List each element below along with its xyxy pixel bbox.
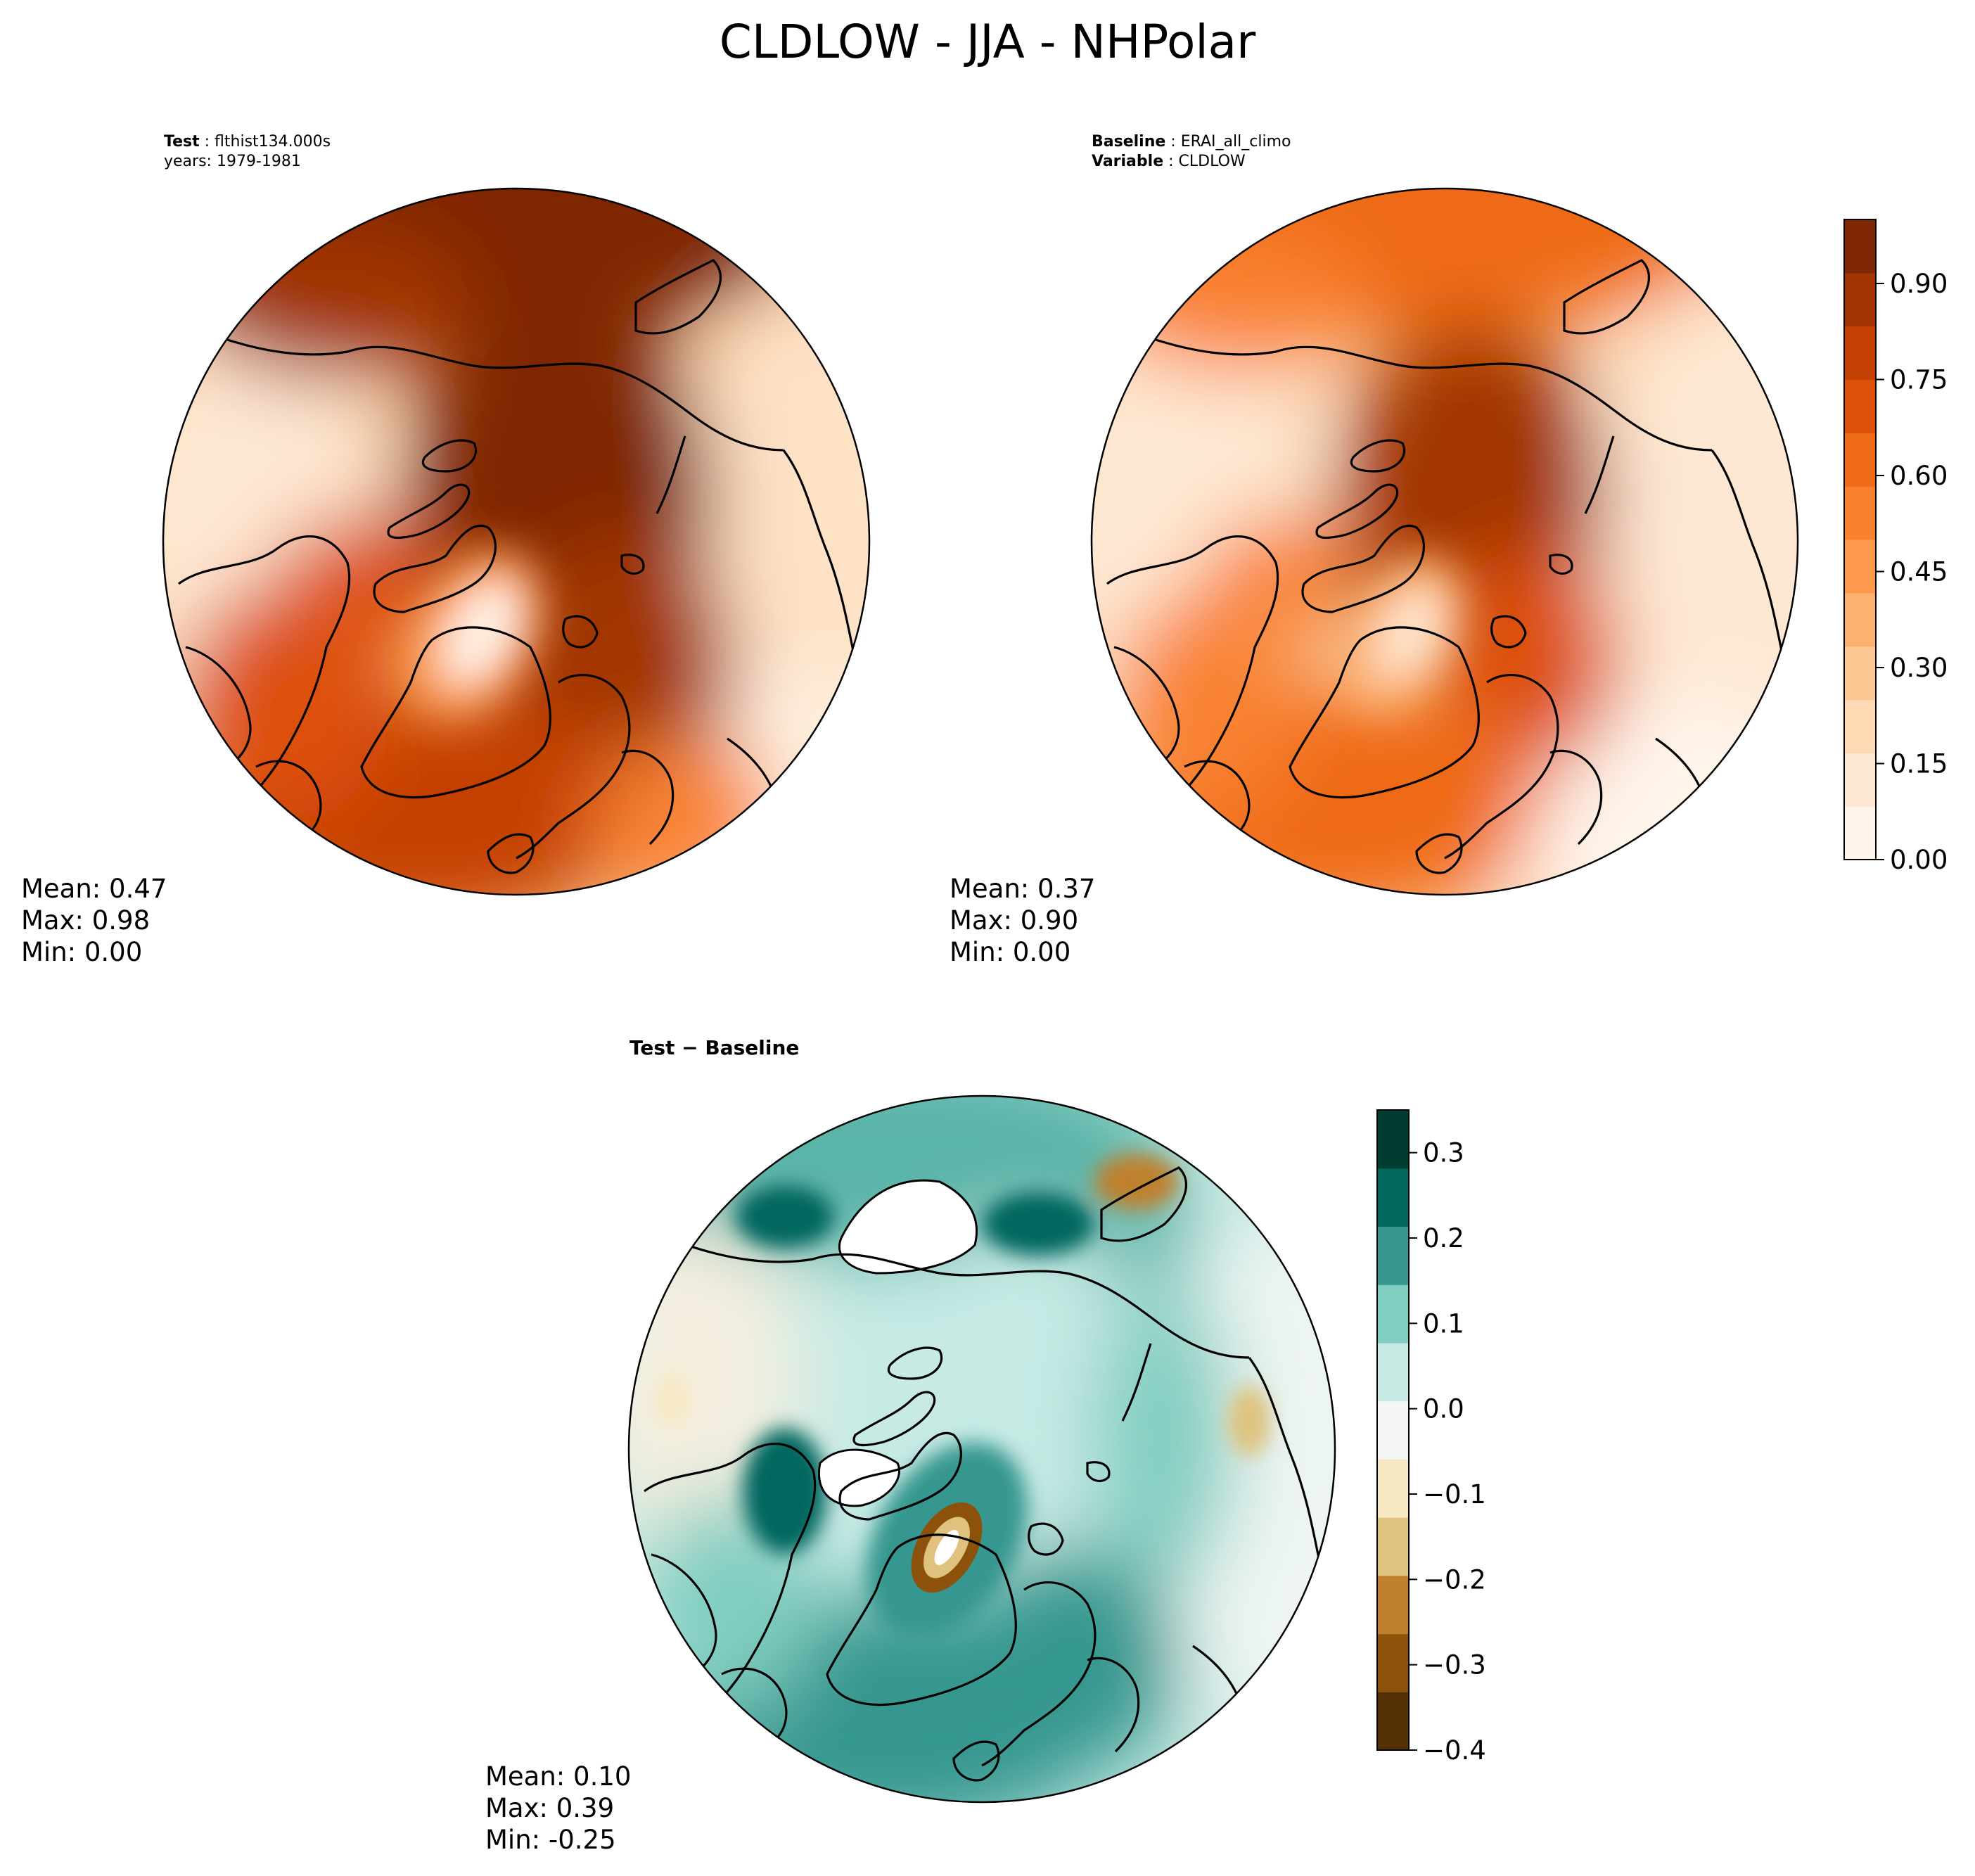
colorbar-brbg-tick-label: 0.2 [1423,1223,1464,1253]
map-diff [627,1095,1336,1804]
colorbar-oranges-swatch [1844,753,1876,807]
colorbar-oranges-swatch [1844,219,1876,274]
colorbar-brbg-swatch [1377,1284,1409,1344]
panel-diff-mean: Mean: 0.10 [485,1761,631,1792]
colorbar-brbg-tick-label: 0.1 [1423,1308,1464,1339]
colorbar-brbg-swatch [1377,1459,1409,1518]
panel-test: Test : flthist134.000s years: 1979-1981 [21,133,871,967]
colorbar-oranges-tick-label: 0.00 [1890,845,1948,875]
figure-title: CLDLOW - JJA - NHPolar [720,15,1256,69]
colorbar-oranges-swatch [1844,540,1876,594]
panel-baseline-mean: Mean: 0.37 [950,874,1095,904]
panel-baseline-variable: Variable : CLDLOW [1092,153,1246,170]
colorbar-oranges-tick-label: 0.30 [1890,653,1948,683]
colorbar-oranges-swatch [1844,699,1876,753]
colorbar-oranges-tick-label: 0.15 [1890,749,1948,779]
panel-diff-max: Max: 0.39 [485,1793,614,1823]
colorbar-brbg-swatch [1377,1226,1409,1285]
panel-diff-min: Min: -0.25 [485,1825,616,1855]
colorbar-brbg-tick-label: −0.1 [1423,1479,1486,1510]
colorbar-oranges-tick-label: 0.45 [1890,557,1948,587]
colorbar-oranges-swatch [1844,486,1876,540]
colorbar-brbg-tick-label: −0.2 [1423,1564,1486,1595]
colorbar-brbg-swatch [1377,1342,1409,1402]
colorbar-oranges-tick-label: 0.75 [1890,365,1948,395]
colorbar-brbg-swatch [1377,1575,1409,1635]
colorbar-oranges-swatch [1844,272,1876,327]
colorbar-oranges-tick-label: 0.60 [1890,461,1948,491]
colorbar-oranges-swatch [1844,592,1876,647]
map-baseline [1090,187,1799,896]
panel-baseline: Baseline : ERAI_all_climo Variable : CLD… [950,133,1948,967]
colorbar-oranges: 0.00 0.15 0.30 0.45 0.60 0.75 0.90 [1843,219,1948,875]
panel-test-years: years: 1979-1981 [164,153,301,170]
colorbar-brbg-tick-label: −0.3 [1423,1650,1486,1680]
map-test [162,187,871,896]
panel-test-mean: Mean: 0.47 [21,874,167,904]
colorbar-brbg-swatch [1377,1400,1409,1460]
panel-baseline-min: Min: 0.00 [950,937,1070,967]
panel-diff: Test − Baseline [485,1036,1486,1855]
panel-test-min: Min: 0.00 [21,937,142,967]
panel-diff-label: Test − Baseline [629,1036,799,1059]
colorbar-oranges-swatch [1844,433,1876,487]
colorbar-oranges-swatch [1844,326,1876,381]
colorbar-oranges-swatch [1844,646,1876,701]
colorbar-oranges-tick-label: 0.90 [1890,269,1948,299]
colorbar-oranges-swatch [1844,806,1876,860]
colorbar-brbg-tick-label: 0.0 [1423,1394,1464,1424]
panel-test-max: Max: 0.98 [21,905,150,936]
colorbar-oranges-swatch [1844,379,1876,433]
colorbar-brbg-tick-label: 0.3 [1423,1138,1464,1168]
colorbar-brbg-tick-label: −0.4 [1423,1735,1486,1766]
colorbar-brbg-swatch [1377,1110,1409,1169]
colorbar-brbg: 0.3 0.2 0.1 0.0 −0.1 −0.2 −0.3 −0.4 [1376,1109,1486,1766]
colorbar-brbg-swatch [1377,1517,1409,1576]
panel-test-label: Test : flthist134.000s [164,133,331,151]
panel-baseline-label: Baseline : ERAI_all_climo [1092,133,1291,151]
colorbar-brbg-swatch [1377,1633,1409,1692]
panel-baseline-max: Max: 0.90 [950,905,1078,936]
colorbar-brbg-frame [1376,1109,1410,1751]
colorbar-oranges-frame [1843,219,1877,860]
colorbar-brbg-swatch [1377,1168,1409,1227]
colorbar-brbg-swatch [1377,1692,1409,1751]
